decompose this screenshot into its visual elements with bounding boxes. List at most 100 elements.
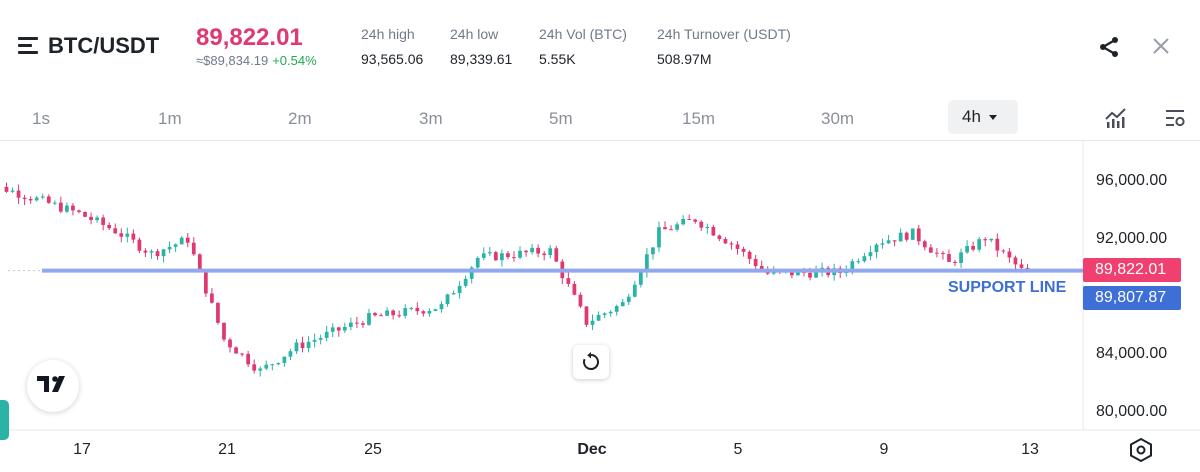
stat-value: 5.55K (539, 51, 576, 67)
candle-body (536, 247, 541, 254)
menu-icon[interactable] (18, 36, 38, 56)
candle-body (355, 322, 359, 324)
candle-body (892, 240, 897, 242)
tab-1s[interactable]: 1s (32, 109, 50, 128)
x-tick-label: 9 (879, 441, 889, 458)
candle-body (904, 232, 909, 240)
candle-body (584, 306, 589, 325)
candle-body (759, 266, 764, 269)
candle-body (161, 249, 166, 257)
candle-body (500, 253, 504, 261)
candle-body (457, 285, 462, 294)
candle-body (590, 320, 595, 325)
x-tick-label: 17 (73, 441, 91, 458)
candle-body (361, 323, 365, 325)
candle-body (632, 284, 637, 297)
tab-5m[interactable]: 5m (549, 109, 573, 128)
tab-30m[interactable]: 30m (821, 109, 855, 128)
candle-body (348, 322, 353, 327)
reset-view-button[interactable] (573, 345, 609, 379)
candle-body (101, 217, 106, 225)
candle-body (518, 250, 522, 258)
candle-body (342, 326, 347, 331)
x-tick-label: 5 (733, 441, 743, 458)
candle-body (796, 270, 800, 276)
candle-body (729, 243, 734, 245)
candle-body (1025, 267, 1030, 269)
candle-body (107, 224, 112, 229)
last-price: 89,822.01 (196, 24, 303, 51)
chart-settings-icon[interactable] (1163, 106, 1187, 130)
candle-body (790, 270, 794, 276)
tab-2m[interactable]: 2m (288, 109, 312, 128)
candle-body (143, 250, 148, 253)
candle-body (240, 353, 244, 355)
candle-body (385, 310, 389, 316)
candle-body (336, 327, 341, 331)
usd-equivalent: ≈$89,834.19 +0.54% (196, 53, 317, 68)
candle-body (681, 219, 686, 225)
share-icon[interactable] (1098, 36, 1120, 58)
candle-body (203, 269, 208, 294)
candle-body (638, 271, 643, 285)
candle-body (753, 258, 758, 267)
candle-body (210, 293, 214, 303)
side-panel-tab[interactable] (0, 400, 9, 440)
tab-1m[interactable]: 1m (158, 109, 182, 128)
candle-body (959, 252, 963, 263)
last-price-tag: 89,822.01 (1083, 258, 1181, 282)
candle-body (312, 339, 317, 342)
stat-24h-turnover: 24h Turnover (USDT) 508.97M (657, 26, 791, 67)
candle-body (542, 253, 547, 256)
tab-3m[interactable]: 3m (419, 109, 443, 128)
candle-body (947, 254, 951, 262)
trading-pair[interactable]: BTC/USDT (48, 33, 160, 58)
stat-label: 24h high (361, 26, 415, 42)
candle-body (626, 296, 631, 303)
candle-body (445, 294, 450, 305)
candle-body (119, 233, 124, 237)
candle-body (22, 197, 27, 200)
candle-body (856, 261, 861, 263)
x-tick-label: 13 (1021, 441, 1039, 458)
divider (0, 140, 1200, 141)
candle-body (506, 253, 510, 258)
candle-body (373, 313, 377, 316)
candle-body (403, 308, 408, 316)
candle-body (874, 244, 879, 253)
candle-body (493, 252, 498, 261)
indicator-icon[interactable] (1104, 106, 1128, 130)
candle-body (379, 315, 383, 317)
stat-24h-low: 24h low 89,339.61 (450, 26, 512, 67)
candle-body (475, 257, 480, 268)
close-icon[interactable] (1150, 35, 1172, 57)
tradingview-logo-icon[interactable] (27, 360, 79, 412)
candle-body (935, 252, 939, 254)
candle-body (1019, 264, 1024, 268)
candle-body (318, 337, 323, 340)
hexagon-settings-icon[interactable] (1128, 437, 1154, 463)
candle-body (439, 304, 444, 310)
candle-body (246, 353, 251, 365)
stat-value: 93,565.06 (361, 51, 424, 67)
x-tick-label: 21 (218, 441, 236, 458)
candle-body (252, 364, 257, 371)
candle-body (747, 251, 752, 259)
candle-body (58, 202, 63, 212)
candle-body (578, 294, 583, 307)
y-tick-label: 80,000.00 (1096, 403, 1168, 420)
candle-body (989, 238, 994, 241)
candle-body (16, 190, 21, 198)
candle-body (1007, 251, 1012, 258)
candle-body (264, 364, 269, 369)
candle-body (651, 247, 655, 255)
candlestick-chart[interactable] (0, 140, 1200, 472)
candle-body (524, 250, 528, 253)
stat-label: 24h Vol (BTC) (539, 26, 627, 42)
candle-body (554, 248, 559, 262)
candle-body (657, 227, 661, 248)
tab-15m[interactable]: 15m (682, 109, 716, 128)
candle-body (409, 307, 414, 309)
tab-4h-dropdown[interactable]: 4h (948, 100, 1018, 134)
candle-body (916, 228, 921, 242)
